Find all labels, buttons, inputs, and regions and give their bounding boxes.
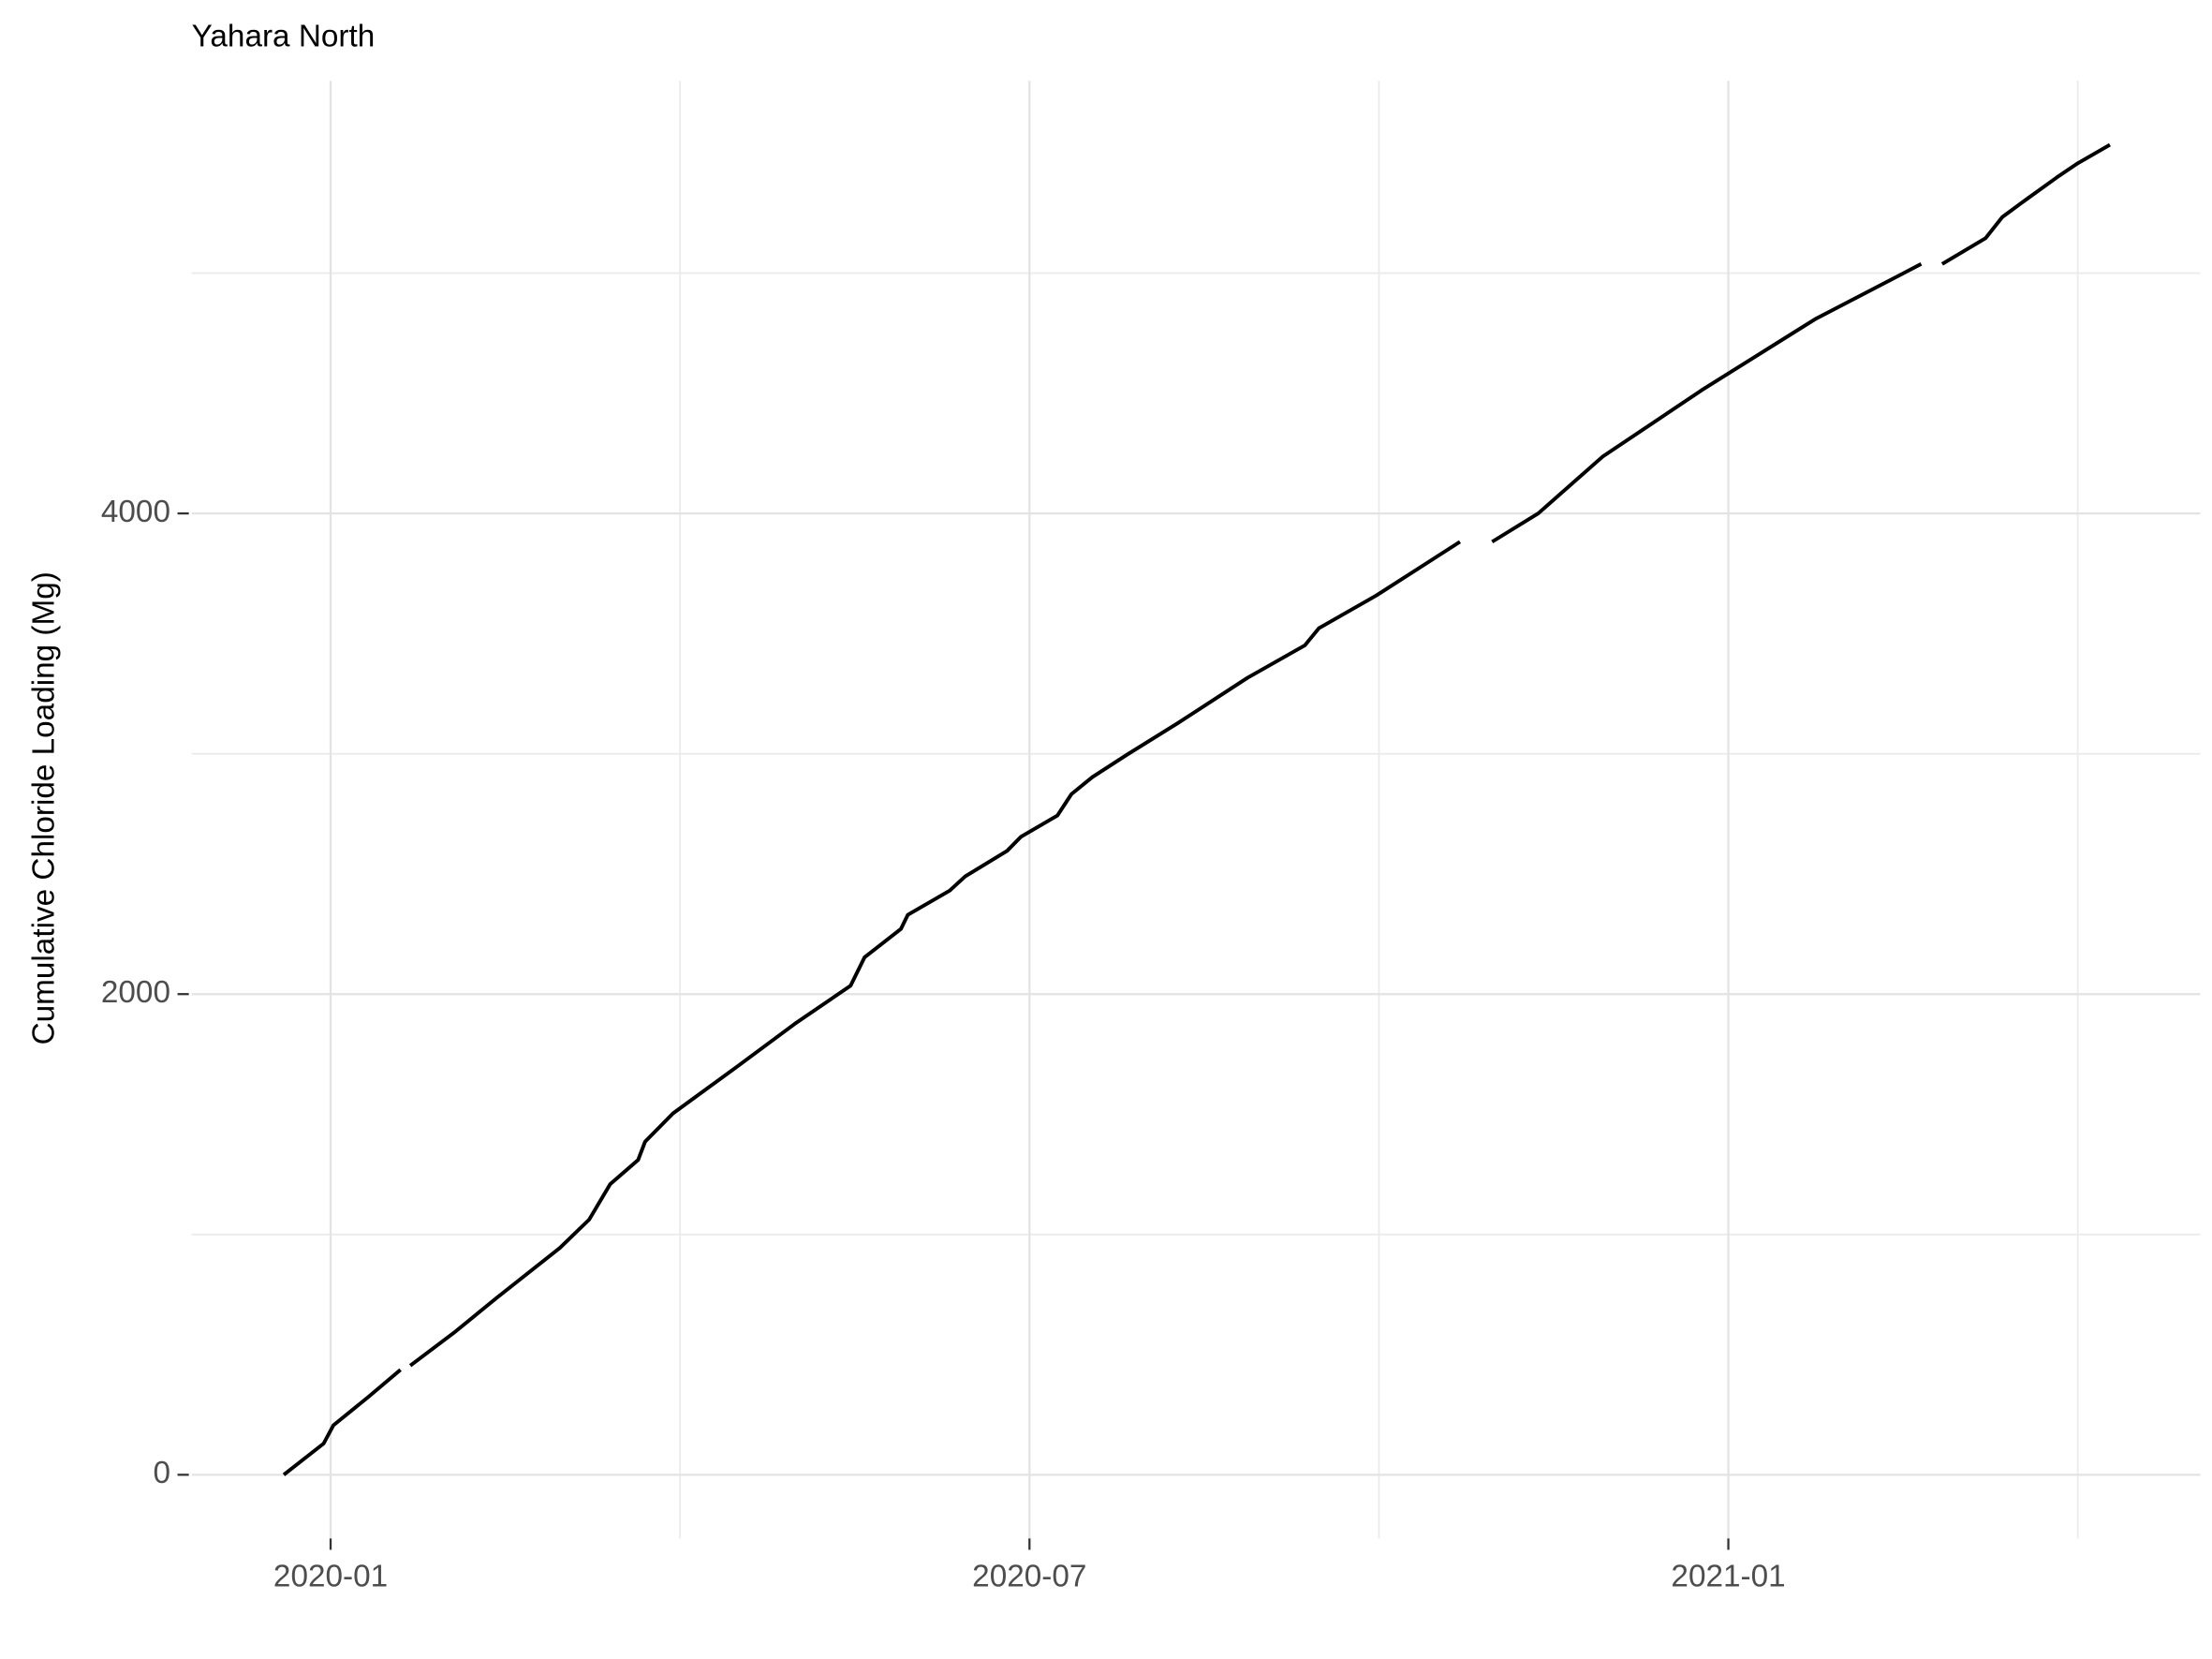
x-tick-label: 2020-07 bbox=[972, 1560, 1086, 1594]
x-tick-label: 2021-01 bbox=[1671, 1560, 1785, 1594]
chart-title: Yahara North bbox=[192, 20, 376, 54]
y-tick-label: 4000 bbox=[101, 495, 170, 529]
y-tick-label: 2000 bbox=[101, 975, 170, 1010]
y-tick-label: 0 bbox=[153, 1456, 170, 1490]
x-tick-label: 2020-01 bbox=[273, 1560, 388, 1594]
data-line bbox=[282, 142, 2111, 1476]
y-axis-label: Cumulative Chloride Loading (Mg) bbox=[27, 571, 62, 1044]
